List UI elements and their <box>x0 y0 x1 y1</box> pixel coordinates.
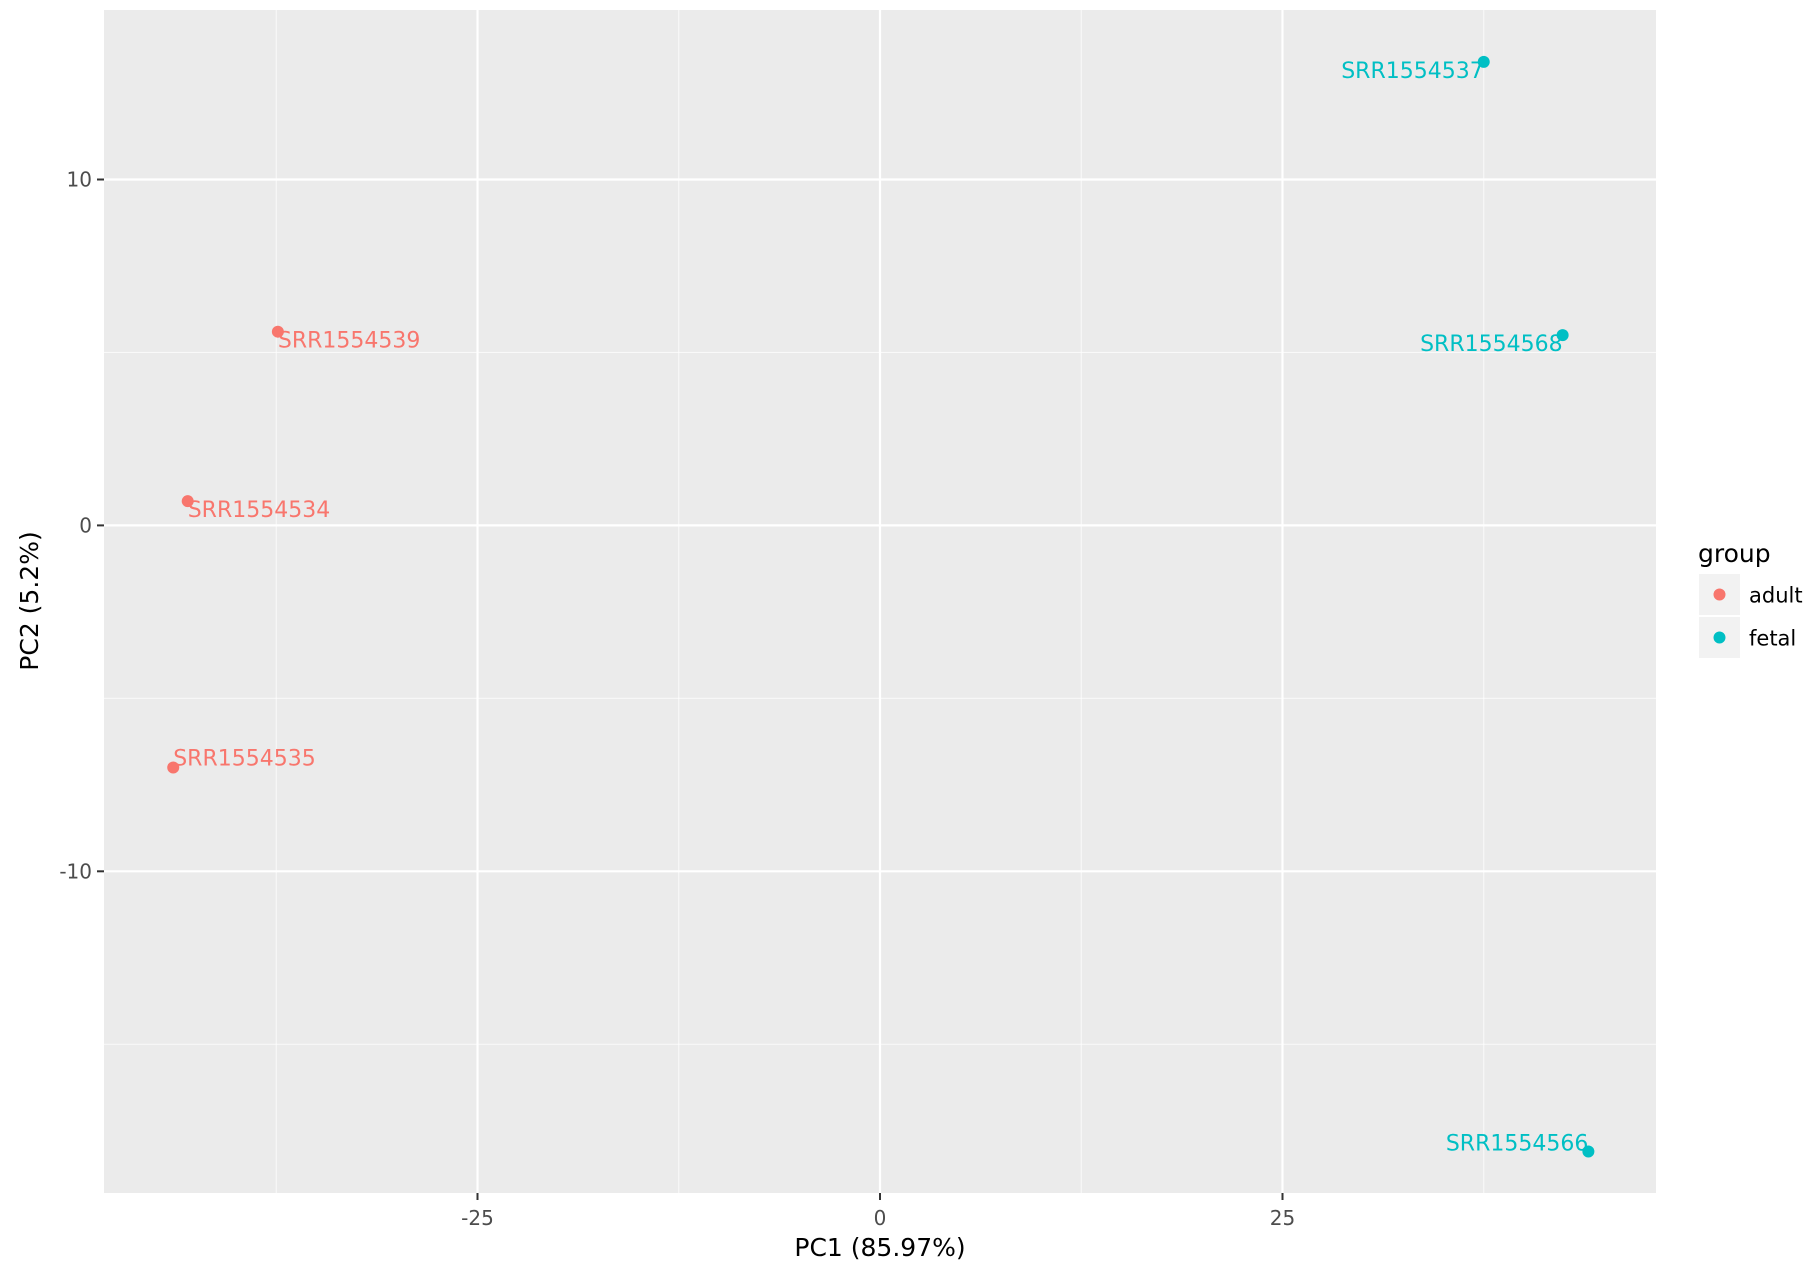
legend-label-adult: adult <box>1749 584 1803 608</box>
legend-swatch-adult <box>1713 588 1726 601</box>
y-tick-label: 10 <box>67 167 92 191</box>
data-point-fetal <box>1556 329 1569 342</box>
data-point-fetal <box>1582 1145 1595 1158</box>
axis-ticks <box>97 178 1284 1200</box>
data-point-adult <box>181 495 194 508</box>
y-axis-title: PC2 (5.2%) <box>15 531 44 670</box>
point-label: SRR1554568 <box>1420 332 1563 357</box>
data-points <box>167 55 1595 1158</box>
x-tick-label: 25 <box>1270 1206 1295 1230</box>
point-label: SRR1554566 <box>1446 1131 1589 1156</box>
y-tick-label: 0 <box>79 513 92 537</box>
x-tick-label: 0 <box>874 1206 887 1230</box>
grid-major <box>104 10 1656 1193</box>
point-label: SRR1554537 <box>1341 59 1484 84</box>
legend-title: group <box>1698 539 1771 568</box>
legend: group adult fetal <box>1698 539 1803 658</box>
data-point-adult <box>167 761 180 774</box>
legend-label-fetal: fetal <box>1749 627 1796 651</box>
point-label: SRR1554534 <box>188 498 331 523</box>
point-label: SRR1554539 <box>278 329 421 354</box>
y-tick-label: -10 <box>59 859 92 883</box>
point-label: SRR1554535 <box>173 747 316 772</box>
legend-swatch-fetal <box>1713 631 1726 644</box>
x-tick-labels: -25 0 25 <box>461 1206 1295 1230</box>
legend-entries: adult fetal <box>1699 574 1803 658</box>
x-tick-label: -25 <box>461 1206 494 1230</box>
x-axis-title: PC1 (85.97%) <box>794 1233 965 1262</box>
y-tick-labels: -10 0 10 <box>59 167 92 883</box>
data-point-adult <box>271 325 284 338</box>
point-labels: SRR1554539 SRR1554534 SRR1554535 SRR1554537… <box>173 59 1588 1157</box>
data-point-fetal <box>1477 55 1490 68</box>
